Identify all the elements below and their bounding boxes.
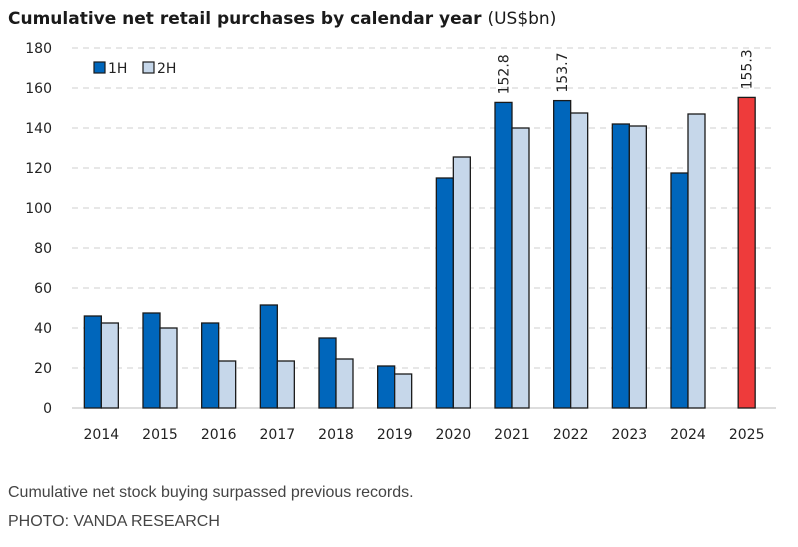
caption: Cumulative net stock buying surpassed pr… [8,484,414,501]
x-tick-label: 2020 [436,427,472,443]
bar-1H-2018 [318,337,337,409]
x-tick-label: 2015 [142,427,178,443]
bar-1H-2015 [142,312,161,409]
bar-2H-2017 [276,360,295,409]
bar-1H-2024 [670,172,689,409]
bar-2H-2021 [511,127,530,409]
y-tick-label: 160 [25,81,52,97]
bar-2H-2024 [687,113,706,409]
photo-credit: PHOTO: VANDA RESEARCH [8,513,220,530]
legend-label: 1H [108,61,127,77]
bar-1H-2014 [83,315,102,409]
legend-swatch-1H [93,61,106,74]
y-tick-label: 80 [34,241,52,257]
legend-swatch-2H [142,61,155,74]
bar-2H-2019 [394,373,413,409]
y-tick-label: 100 [25,201,52,217]
x-tick-label: 2017 [260,427,296,443]
x-tick-label: 2019 [377,427,413,443]
y-tick-label: 40 [34,321,52,337]
bar-1H-2025 [737,96,756,409]
x-tick-label: 2025 [729,427,765,443]
bar-1H-2017 [259,304,278,409]
bar-1H-2019 [377,365,396,409]
bar-2H-2022 [570,112,589,409]
bar-2H-2018 [335,358,354,409]
y-tick-label: 120 [25,161,52,177]
y-tick-label: 180 [25,41,52,57]
x-tick-label: 2014 [84,427,120,443]
bar-1H-2021 [494,101,513,409]
y-tick-label: 60 [34,281,52,297]
bar-2H-2020 [452,156,471,409]
bar-2H-2014 [100,322,119,409]
x-tick-label: 2023 [612,427,648,443]
x-tick-label: 2016 [201,427,237,443]
data-label: 155.3 [740,49,756,89]
x-tick-label: 2022 [553,427,589,443]
bar-2H-2015 [159,327,178,409]
data-label: 152.8 [497,54,513,94]
y-tick-label: 0 [43,401,52,417]
x-tick-label: 2021 [494,427,530,443]
y-tick-label: 20 [34,361,52,377]
bar-1H-2023 [611,123,630,409]
bar-2H-2023 [628,125,647,409]
chart-title: Cumulative net retail purchases by calen… [8,9,556,29]
bar-2H-2016 [218,360,237,409]
x-tick-label: 2018 [318,427,354,443]
bar-1H-2020 [435,177,454,409]
data-label: 153.7 [555,53,571,93]
x-tick-label: 2024 [670,427,706,443]
bar-1H-2016 [201,322,220,409]
y-tick-label: 140 [25,121,52,137]
legend-label: 2H [157,61,176,77]
bar-1H-2022 [553,99,572,409]
